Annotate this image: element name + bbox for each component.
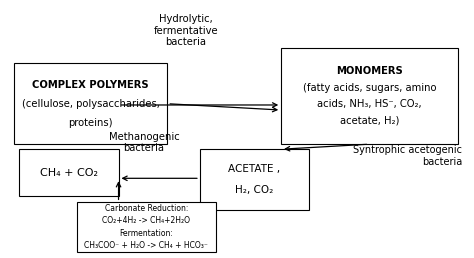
Text: (fatty acids, sugars, amino: (fatty acids, sugars, amino [302, 83, 436, 93]
Text: acetate, H₂): acetate, H₂) [340, 116, 399, 126]
Text: ACETATE ,: ACETATE , [228, 164, 281, 174]
Text: COMPLEX POLYMERS: COMPLEX POLYMERS [32, 80, 149, 90]
Text: CH₃COO⁻ + H₂O -> CH₄ + HCO₃⁻: CH₃COO⁻ + H₂O -> CH₄ + HCO₃⁻ [84, 241, 209, 250]
Text: Hydrolytic,
fermentative
bacteria: Hydrolytic, fermentative bacteria [154, 14, 218, 47]
FancyBboxPatch shape [200, 149, 309, 210]
Text: CH₄ + CO₂: CH₄ + CO₂ [40, 168, 98, 178]
Text: Syntrophic acetogenic
bacteria: Syntrophic acetogenic bacteria [353, 146, 462, 167]
Text: proteins): proteins) [68, 118, 113, 128]
FancyBboxPatch shape [77, 202, 216, 252]
Text: MONOMERS: MONOMERS [336, 67, 403, 76]
Text: Fermentation:: Fermentation: [119, 229, 173, 238]
Text: H₂, CO₂: H₂, CO₂ [235, 185, 273, 195]
Text: CO₂+4H₂ -> CH₄+2H₂O: CO₂+4H₂ -> CH₄+2H₂O [102, 216, 191, 225]
FancyBboxPatch shape [14, 63, 167, 144]
Text: Methanogenic
bacteria: Methanogenic bacteria [109, 132, 180, 153]
Text: acids, NH₃, HS⁻, CO₂,: acids, NH₃, HS⁻, CO₂, [317, 99, 422, 109]
FancyBboxPatch shape [281, 48, 457, 144]
Text: (cellulose, polysaccharides,: (cellulose, polysaccharides, [22, 99, 160, 109]
FancyBboxPatch shape [18, 149, 118, 196]
Text: Carbonate Reduction:: Carbonate Reduction: [105, 204, 188, 213]
